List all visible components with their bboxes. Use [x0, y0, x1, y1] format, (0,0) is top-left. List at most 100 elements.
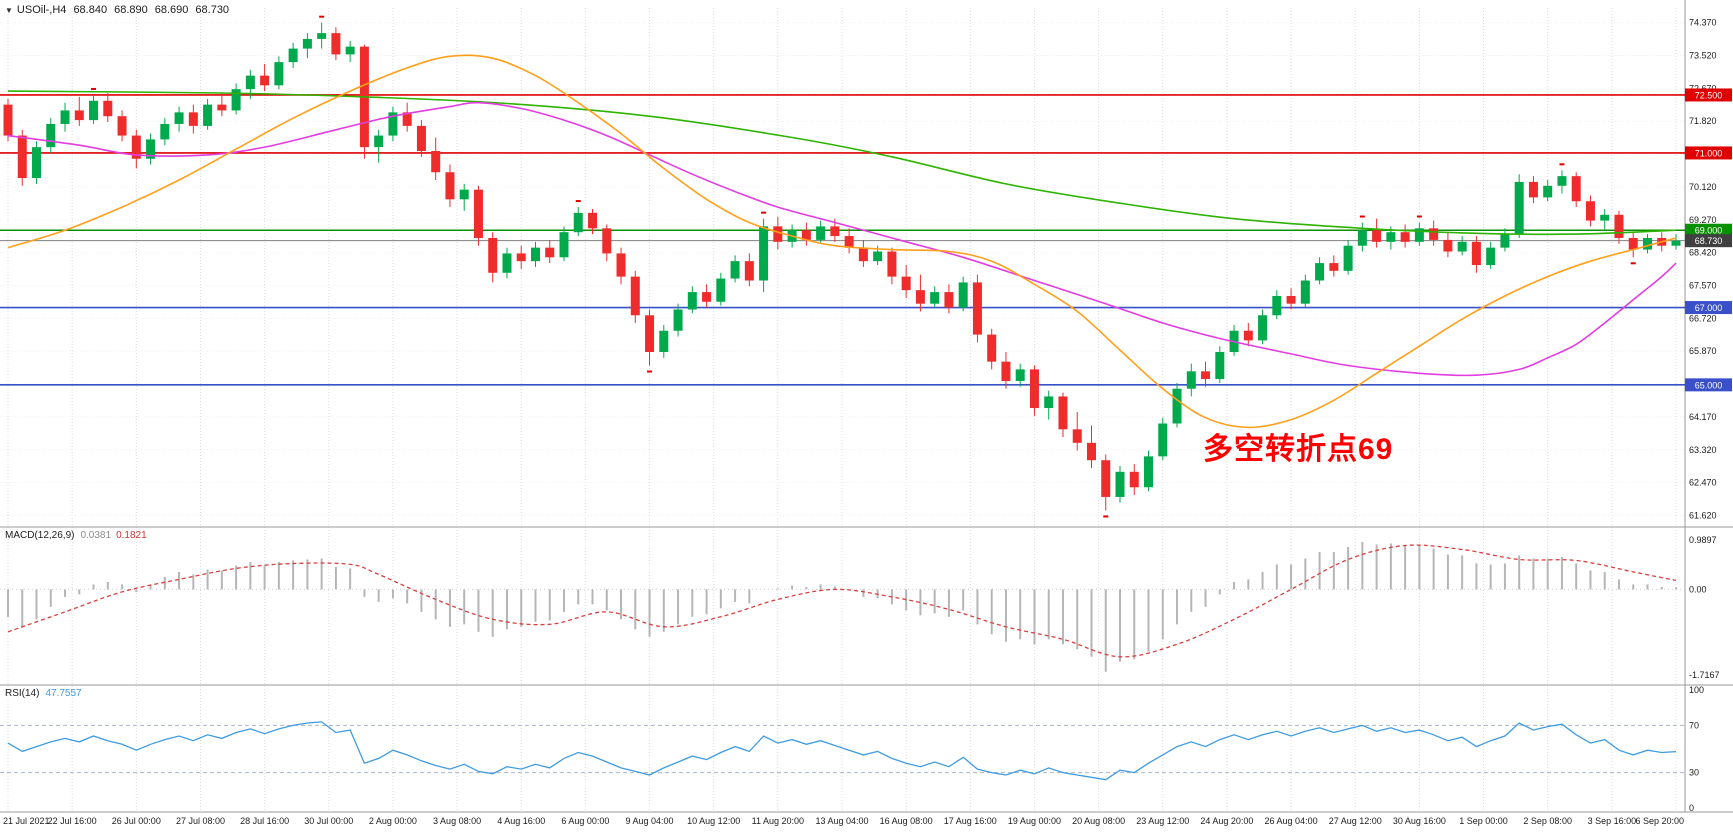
- time-label: 3 Aug 08:00: [433, 816, 481, 826]
- candle-body: [801, 230, 811, 240]
- macd-indicator-label: MACD(12,26,9) 0.0381 0.1821: [5, 530, 147, 541]
- ma-slow-line: [7, 90, 1677, 236]
- candle-body: [89, 100, 99, 121]
- candle-body: [1044, 396, 1054, 409]
- candle-body: [1457, 241, 1467, 252]
- fractal-up-marker: [319, 15, 325, 18]
- macd-signal-line: [7, 544, 1677, 658]
- candle-body: [1300, 280, 1310, 304]
- time-label: 6 Aug 00:00: [561, 816, 609, 826]
- candle-body: [1201, 371, 1211, 380]
- time-label: 17 Aug 16:00: [944, 816, 997, 826]
- ohlc-low: 68.690: [154, 4, 189, 16]
- price-tick: 74.370: [1689, 18, 1717, 28]
- candle-body: [1571, 176, 1581, 202]
- time-label: 4 Aug 16:00: [497, 816, 545, 826]
- time-label: 9 Aug 04:00: [626, 816, 674, 826]
- candle-body: [744, 261, 754, 281]
- candle-body: [873, 251, 883, 262]
- candle-body: [203, 104, 213, 126]
- macd-value-signal: 0.1821: [116, 530, 147, 541]
- candle-body: [901, 276, 911, 291]
- level-badge-69.000: [1685, 223, 1732, 237]
- candle-body: [345, 46, 355, 55]
- candle-body: [930, 292, 940, 304]
- candle-body: [1072, 429, 1082, 443]
- candle-body: [1400, 232, 1410, 242]
- price-tick: 73.520: [1689, 51, 1717, 61]
- candle-body: [317, 33, 327, 39]
- time-label: 16 Aug 08:00: [880, 816, 933, 826]
- candle-body: [1243, 330, 1253, 341]
- candle-body: [1543, 185, 1553, 198]
- candle-body: [288, 48, 298, 63]
- candle-body: [602, 228, 612, 254]
- panel-frames: [0, 0, 1733, 813]
- candle-body: [1101, 460, 1111, 497]
- time-label: 26 Aug 04:00: [1265, 816, 1318, 826]
- gridlines: [0, 8, 1685, 812]
- rsi-axis-label: 100: [1689, 685, 1704, 695]
- candle-body: [972, 282, 982, 335]
- current-price-badge: [1685, 234, 1732, 248]
- candle-body: [1357, 230, 1367, 246]
- candle-body: [716, 278, 726, 302]
- candle-body: [74, 110, 84, 121]
- level-badge-69.000-text: 69.000: [1695, 226, 1723, 236]
- candle-body: [231, 89, 241, 111]
- price-tick: 66.720: [1689, 313, 1717, 323]
- macd-panel: 0.9897 0.00 -1.7167: [0, 535, 1720, 680]
- level-badge-65.000: [1685, 378, 1732, 392]
- rsi-line: [7, 721, 1677, 781]
- time-label: 20 Aug 08:00: [1072, 816, 1125, 826]
- rsi-axis-label: 30: [1689, 768, 1699, 778]
- candle-body: [673, 309, 683, 331]
- candle-body: [188, 112, 198, 126]
- candle-body: [816, 226, 826, 240]
- candle-body: [1015, 369, 1025, 381]
- symbol-dropdown-icon[interactable]: ▼: [5, 6, 13, 15]
- candle-body: [117, 116, 127, 136]
- candle-body: [174, 112, 184, 124]
- candle-body: [46, 123, 56, 148]
- candle-body: [1628, 237, 1638, 250]
- candle-body: [915, 290, 925, 304]
- price-tick: 61.620: [1689, 510, 1717, 520]
- candle-body: [1500, 234, 1510, 248]
- level-badge-71.000-text: 71.000: [1695, 148, 1723, 158]
- candle-body: [516, 253, 526, 262]
- candle-body: [887, 251, 897, 277]
- candle-body: [773, 226, 783, 242]
- candle-body: [331, 33, 341, 55]
- candle-body: [1443, 239, 1453, 252]
- time-label: 10 Aug 12:00: [687, 816, 740, 826]
- ma-mid-line: [7, 101, 1677, 377]
- chart-text-annotation: 多空转折点69: [1203, 433, 1394, 466]
- candle-body: [1414, 228, 1424, 242]
- candle-body: [1158, 423, 1168, 457]
- macd-axis-label: 0.9897: [1689, 535, 1717, 545]
- candle-body: [131, 135, 141, 159]
- candle-body: [1272, 295, 1282, 316]
- fractal-up-marker: [575, 200, 581, 203]
- macd-value-main: 0.0381: [80, 530, 112, 541]
- candle-body: [545, 247, 555, 258]
- candle-body: [830, 226, 840, 237]
- candle-body: [1514, 181, 1524, 235]
- candle-body: [160, 123, 170, 140]
- candle-body: [1186, 371, 1196, 389]
- level-badge-71.000: [1685, 146, 1732, 160]
- time-label: 28 Jul 16:00: [240, 816, 289, 826]
- price-tick: 67.570: [1689, 281, 1717, 291]
- time-label: 23 Aug 12:00: [1136, 816, 1189, 826]
- candle-body: [17, 135, 27, 179]
- candle-body: [445, 172, 455, 200]
- candle-body: [687, 292, 697, 310]
- chart-title: ▼ USOil-,H4 68.840 68.890 68.690 68.730: [5, 4, 229, 16]
- candle-body: [146, 139, 156, 159]
- rsi-axis-label: 70: [1689, 720, 1699, 730]
- level-badge-72.500: [1685, 88, 1732, 102]
- candle-body: [616, 253, 626, 277]
